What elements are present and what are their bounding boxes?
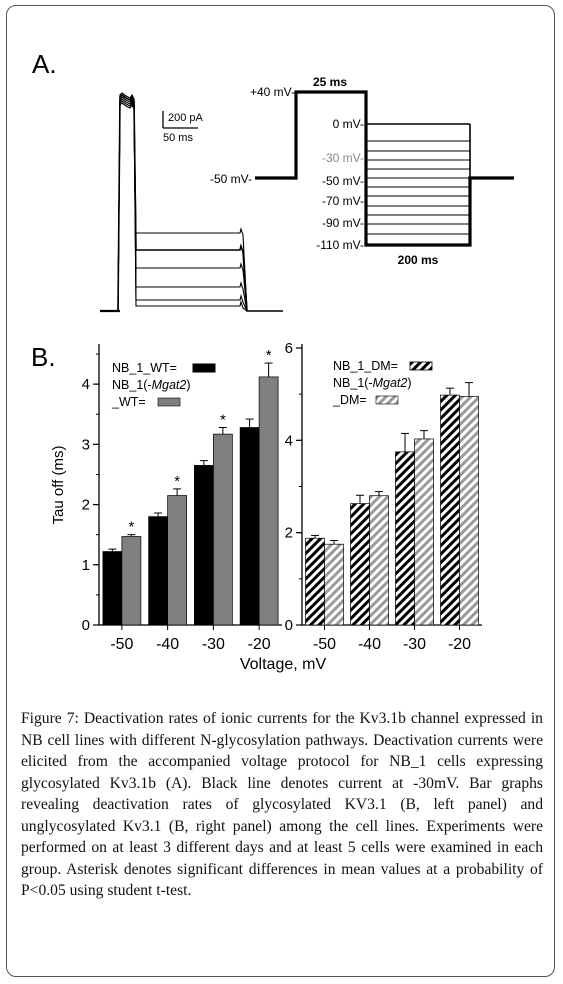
protocol-step-label: -70 mV- <box>322 194 364 208</box>
x-tick-label: -50 <box>313 636 336 653</box>
x-tick-label: -30 <box>202 636 225 653</box>
legend-left: NB_1_WT= NB_1(-Mgat2) _WT= <box>111 361 216 409</box>
bar <box>258 376 279 626</box>
scale-bar: 200 pA 50 ms <box>162 111 204 144</box>
y-tick-label: 6 <box>285 340 293 357</box>
y-tick-label: 0 <box>285 617 293 634</box>
current-trace <box>117 92 283 312</box>
bar <box>440 394 460 626</box>
significance-marker: * <box>266 347 272 364</box>
bar <box>369 495 389 626</box>
significance-marker: * <box>128 519 134 536</box>
caption-label: Figure 7: <box>21 710 79 727</box>
current-traces <box>100 92 283 313</box>
bar <box>213 433 233 626</box>
x-axis-label: Voltage, mV <box>240 656 327 673</box>
current-trace <box>117 93 283 312</box>
figure-caption: Figure 7: Deactivation rates of ionic cu… <box>21 708 543 902</box>
chart-right: 0 2 4 6 -50 -40 -30 -20 <box>285 340 482 653</box>
x-tick-label: -20 <box>248 636 271 653</box>
legend-right-line3: _DM= <box>332 393 367 407</box>
protocol-hold-label: -50 mV- <box>210 172 252 186</box>
x-tick-label: -50 <box>110 636 133 653</box>
legend-right-line1: NB_1_DM= <box>333 359 398 373</box>
bar <box>305 537 325 626</box>
figure-graphics: A. 200 pA 50 ms +40 mV- 25 ms -50 mV- 20… <box>31 49 514 673</box>
y-axis-label: Tau off (ms) <box>50 446 67 525</box>
x-tick-label: -40 <box>156 636 179 653</box>
current-trace <box>117 98 283 312</box>
panel-b-label: B. <box>31 342 56 372</box>
protocol-step-label: -110 mV- <box>316 238 364 252</box>
legend-left-swatch-wt <box>192 363 216 373</box>
y-tick-label: 3 <box>82 436 90 453</box>
legend-left-line2: NB_1(-Mgat2) <box>112 378 191 392</box>
bar <box>167 495 187 626</box>
protocol-pre-duration: 25 ms <box>313 75 347 89</box>
y-tick-label: 2 <box>285 525 293 542</box>
bar <box>121 536 142 626</box>
legend-right-swatch-mgat2 <box>375 395 399 405</box>
protocol-step-label: 0 mV- <box>333 117 364 131</box>
current-trace <box>117 100 283 312</box>
bar <box>239 427 260 626</box>
figure-frame <box>6 5 555 977</box>
y-tick-label: 0 <box>82 617 90 634</box>
y-tick-label: 4 <box>82 376 90 393</box>
panel-a-label: A. <box>32 49 57 79</box>
significance-marker: * <box>220 411 226 428</box>
protocol-test-duration: 200 ms <box>398 253 439 267</box>
legend-right: NB_1_DM= NB_1(-Mgat2) _DM= <box>332 359 433 407</box>
protocol-pre-label: +40 mV- <box>250 85 295 99</box>
current-trace <box>117 102 283 312</box>
legend-right-swatch-dm <box>409 361 433 371</box>
bar <box>102 551 123 626</box>
bar <box>148 516 168 626</box>
x-tick-label: -20 <box>448 636 471 653</box>
legend-left-line1: NB_1_WT= <box>112 361 177 375</box>
chart-left: 0 1 2 3 4 * -50 * -40 * -30 * -20 <box>82 344 282 653</box>
bar <box>459 396 479 626</box>
legend-left-swatch-mgat2 <box>157 397 181 407</box>
bar <box>194 465 214 626</box>
y-tick-label: 2 <box>82 497 90 514</box>
legend-right-line2: NB_1(-Mgat2) <box>333 376 412 390</box>
bar <box>395 451 415 626</box>
voltage-protocol: +40 mV- 25 ms -50 mV- 200 ms 0 mV- -30 mV… <box>210 75 514 267</box>
bar <box>350 503 370 626</box>
current-trace <box>117 96 283 312</box>
bar <box>414 438 434 626</box>
significance-marker: * <box>174 473 180 490</box>
scale-bar-time-label: 50 ms <box>163 132 193 144</box>
scale-bar-current-label: 200 pA <box>168 112 204 124</box>
protocol-step-label: -90 mV- <box>322 216 364 230</box>
x-tick-label: -40 <box>358 636 381 653</box>
legend-left-line3: _WT= <box>111 395 146 409</box>
protocol-step-label: -50 mV- <box>322 174 364 188</box>
protocol-step-label: -30 mV- <box>322 151 364 165</box>
y-tick-label: 1 <box>82 557 90 574</box>
y-tick-label: 4 <box>285 432 293 449</box>
x-tick-label: -30 <box>403 636 426 653</box>
bar <box>324 543 344 626</box>
caption-text: Deactivation rates of ionic currents for… <box>21 710 543 899</box>
